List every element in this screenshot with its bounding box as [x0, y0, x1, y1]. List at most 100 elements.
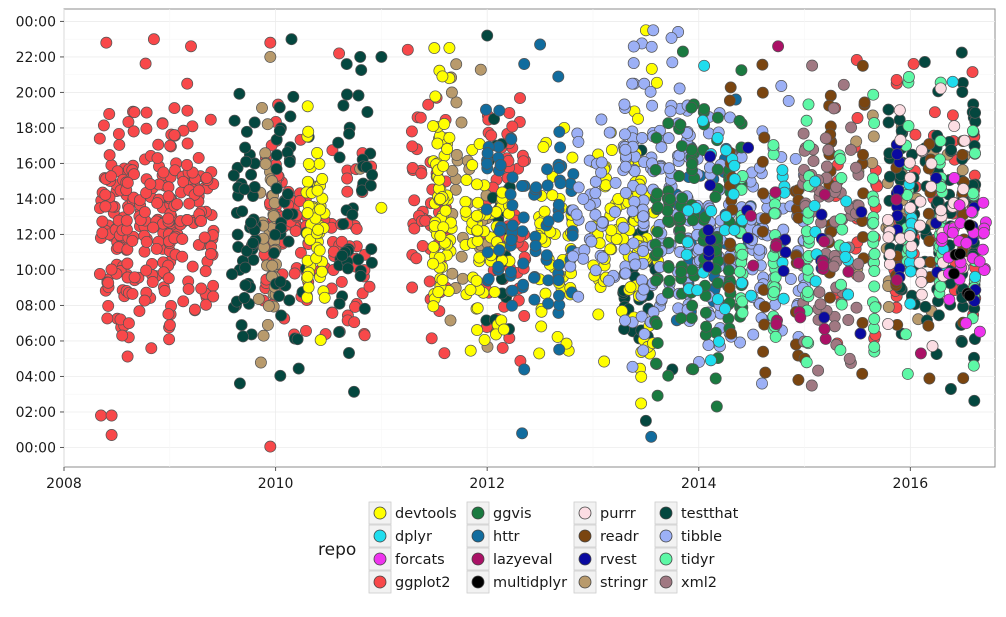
data-point-ggplot2 — [192, 184, 205, 197]
data-point-testthat — [945, 143, 958, 156]
data-point-devtools — [605, 144, 618, 156]
data-point-rvest — [855, 206, 868, 218]
data-point-ggplot2 — [348, 316, 361, 329]
data-point-ggplot2 — [140, 235, 153, 248]
data-point-dplyr — [713, 335, 725, 348]
data-point-devtools — [316, 173, 329, 185]
data-point-purrr — [904, 171, 917, 184]
data-point-testthat — [240, 245, 253, 257]
data-point-tibble — [789, 152, 802, 165]
data-point-testthat — [488, 113, 500, 125]
data-point-tibble — [784, 273, 797, 285]
data-point-testthat — [248, 116, 261, 129]
legend-label-devtools: devtools — [395, 506, 457, 522]
data-point-ggvis — [662, 236, 675, 249]
data-point-stringr — [252, 293, 265, 305]
data-point-xml2 — [814, 298, 827, 311]
data-point-tibble — [570, 208, 583, 221]
data-point-devtools — [592, 308, 605, 321]
y-tick-label: 06:00 — [16, 334, 56, 350]
data-point-ggvis — [711, 163, 724, 176]
data-point-tidyr — [836, 223, 849, 236]
data-point-testthat — [333, 326, 346, 339]
data-point-httr — [516, 180, 528, 192]
legend: repo devtools dplyr forcats ggplot2 ggvis htt… — [318, 501, 739, 594]
data-point-ggplot2 — [96, 215, 109, 228]
data-point-forcats — [973, 325, 986, 338]
data-point-xml2 — [827, 260, 840, 273]
y-tick-label: 14:00 — [16, 192, 56, 208]
data-point-tibble — [747, 328, 760, 341]
data-point-testthat — [281, 208, 294, 221]
data-point-xml2 — [830, 181, 843, 193]
data-point-ggplot2 — [138, 245, 151, 258]
data-point-readr — [757, 345, 770, 358]
data-point-ggplot2 — [425, 332, 438, 345]
data-point-ggplot2 — [147, 221, 160, 234]
data-point-testthat — [375, 50, 388, 63]
data-point-ggplot2 — [503, 107, 516, 119]
data-point-ggplot2 — [183, 197, 196, 210]
data-point-purrr — [882, 318, 895, 330]
data-point-ggvis — [663, 274, 676, 287]
data-point-ggplot2 — [177, 175, 190, 188]
data-point-ggvis — [650, 318, 663, 331]
data-point-devtools — [313, 244, 326, 257]
data-point-devtools — [604, 243, 617, 256]
data-point-xml2 — [837, 78, 850, 91]
x-tick-label: 2016 — [893, 476, 929, 492]
data-point-ggplot2 — [99, 188, 112, 201]
data-point-ggvis — [651, 225, 664, 238]
data-point-multidplyr — [963, 289, 976, 302]
data-point-testthat — [918, 56, 931, 68]
data-point-testthat — [337, 218, 350, 231]
data-point-ggplot2 — [122, 116, 135, 128]
data-point-httr — [566, 229, 579, 242]
data-point-dplyr — [776, 164, 789, 177]
data-point-devtools — [314, 334, 327, 347]
data-point-ggplot2 — [358, 329, 371, 342]
data-point-tibble — [595, 156, 608, 169]
data-point-tibble — [626, 77, 639, 90]
legend-label-forcats: forcats — [395, 552, 445, 568]
data-point-testthat — [346, 208, 359, 221]
data-point-testthat — [273, 290, 285, 302]
data-point-tidyr — [867, 216, 880, 229]
data-point-testthat — [639, 414, 652, 427]
data-point-ggplot2 — [415, 167, 428, 180]
data-point-purrr — [914, 219, 926, 232]
data-point-stringr — [867, 130, 880, 143]
data-point-readr — [724, 81, 737, 94]
data-point-readr — [759, 212, 772, 225]
data-point-ggplot2 — [128, 168, 140, 181]
data-point-devtools — [301, 270, 314, 283]
data-point-testthat — [355, 64, 368, 77]
data-point-devtools — [471, 178, 483, 191]
data-point-tidyr — [868, 313, 881, 325]
data-point-ggplot2 — [195, 215, 208, 227]
data-point-devtools — [311, 147, 324, 159]
data-point-ggplot2 — [181, 159, 193, 171]
data-point-ggplot2 — [181, 104, 194, 117]
legend-label-rvest: rvest — [600, 552, 637, 568]
data-point-ggplot2 — [103, 108, 116, 120]
legend-label-readr: readr — [600, 529, 639, 545]
data-point-dplyr — [705, 205, 718, 217]
data-point-ggplot2 — [168, 129, 181, 142]
data-point-devtools — [535, 305, 548, 318]
data-point-tibble — [629, 258, 642, 271]
data-point-httr — [552, 210, 565, 223]
data-point-ggplot2 — [181, 137, 194, 150]
data-point-ggvis — [675, 140, 688, 153]
data-point-ggplot2 — [195, 282, 208, 295]
x-tick-label: 2010 — [258, 476, 294, 492]
data-point-devtools — [488, 286, 501, 299]
data-point-ggvis — [662, 117, 675, 130]
data-point-dplyr — [728, 173, 741, 186]
data-point-devtools — [539, 287, 552, 300]
data-point-tidyr — [835, 171, 848, 184]
legend-swatch-stringr — [578, 575, 592, 589]
data-point-stringr — [262, 300, 275, 313]
data-point-tidyr — [868, 340, 881, 353]
